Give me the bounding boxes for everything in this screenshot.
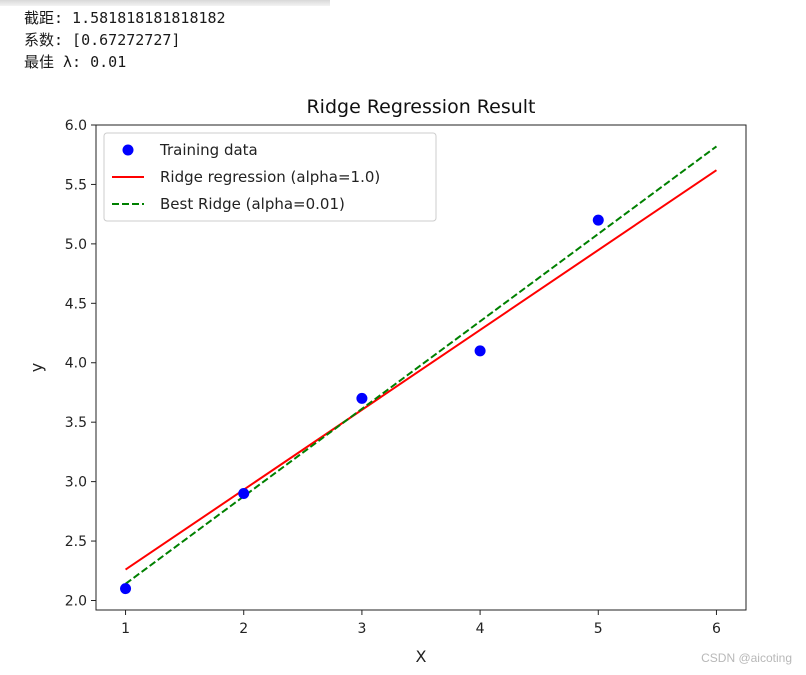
x-tick-label: 2	[239, 621, 248, 637]
plot-frame	[95, 124, 747, 611]
legend-label: Ridge regression (alpha=1.0)	[160, 168, 380, 186]
best-ridge-line	[124, 145, 718, 585]
legend-label: Best Ridge (alpha=0.01)	[160, 195, 345, 213]
x-axis-label: X	[416, 647, 427, 666]
plot-area: 1 2 3 4 5 6 2.0 2.5 3.0 3.5 4.0 4.5 5.0 5.5 6.0 Trainin…	[65, 118, 747, 637]
y-tick-label: 3.0	[65, 475, 87, 491]
y-tick-label: 2.5	[65, 534, 87, 550]
chart-title: Ridge Regression Result	[306, 96, 535, 118]
y-tick-label: 4.5	[65, 296, 87, 312]
y-tick-label: 3.5	[65, 415, 87, 431]
ridge-regression-line	[124, 169, 718, 571]
training-data-point	[120, 583, 132, 595]
best-lambda-line: 最佳 λ: 0.01	[24, 53, 127, 71]
legend-box	[103, 132, 437, 222]
coefficient-line: 系数: [0.67272727]	[24, 31, 181, 49]
y-tick-label: 6.0	[65, 118, 87, 134]
x-tick-label: 5	[594, 621, 603, 637]
x-tick-label: 6	[712, 621, 721, 637]
legend-label: Training data	[159, 141, 258, 159]
x-tick-label: 1	[121, 621, 130, 637]
x-tick-label: 4	[476, 621, 485, 637]
y-axis-label: y	[27, 363, 46, 372]
y-tick-label: 4.0	[65, 356, 87, 372]
training-data-point	[474, 345, 486, 357]
training-data-point	[592, 214, 604, 226]
x-tick-label: 3	[357, 621, 366, 637]
legend-marker-training-data	[122, 144, 134, 156]
y-tick-label: 5.0	[65, 237, 87, 253]
training-data-point	[238, 488, 250, 500]
training-data-point	[356, 392, 368, 404]
data-layer	[120, 145, 718, 595]
console-output: 截距: 1.581818181818182 系数: [0.67272727] 最…	[24, 7, 226, 73]
watermark-text: CSDN @aicoting	[701, 651, 792, 665]
intercept-line: 截距: 1.581818181818182	[24, 9, 226, 27]
y-tick-label: 5.5	[65, 177, 87, 193]
y-tick-label: 2.0	[65, 593, 87, 609]
chart-legend: Training data Ridge regression (alpha=1.0…	[103, 132, 437, 222]
window-top-strip	[0, 0, 330, 6]
